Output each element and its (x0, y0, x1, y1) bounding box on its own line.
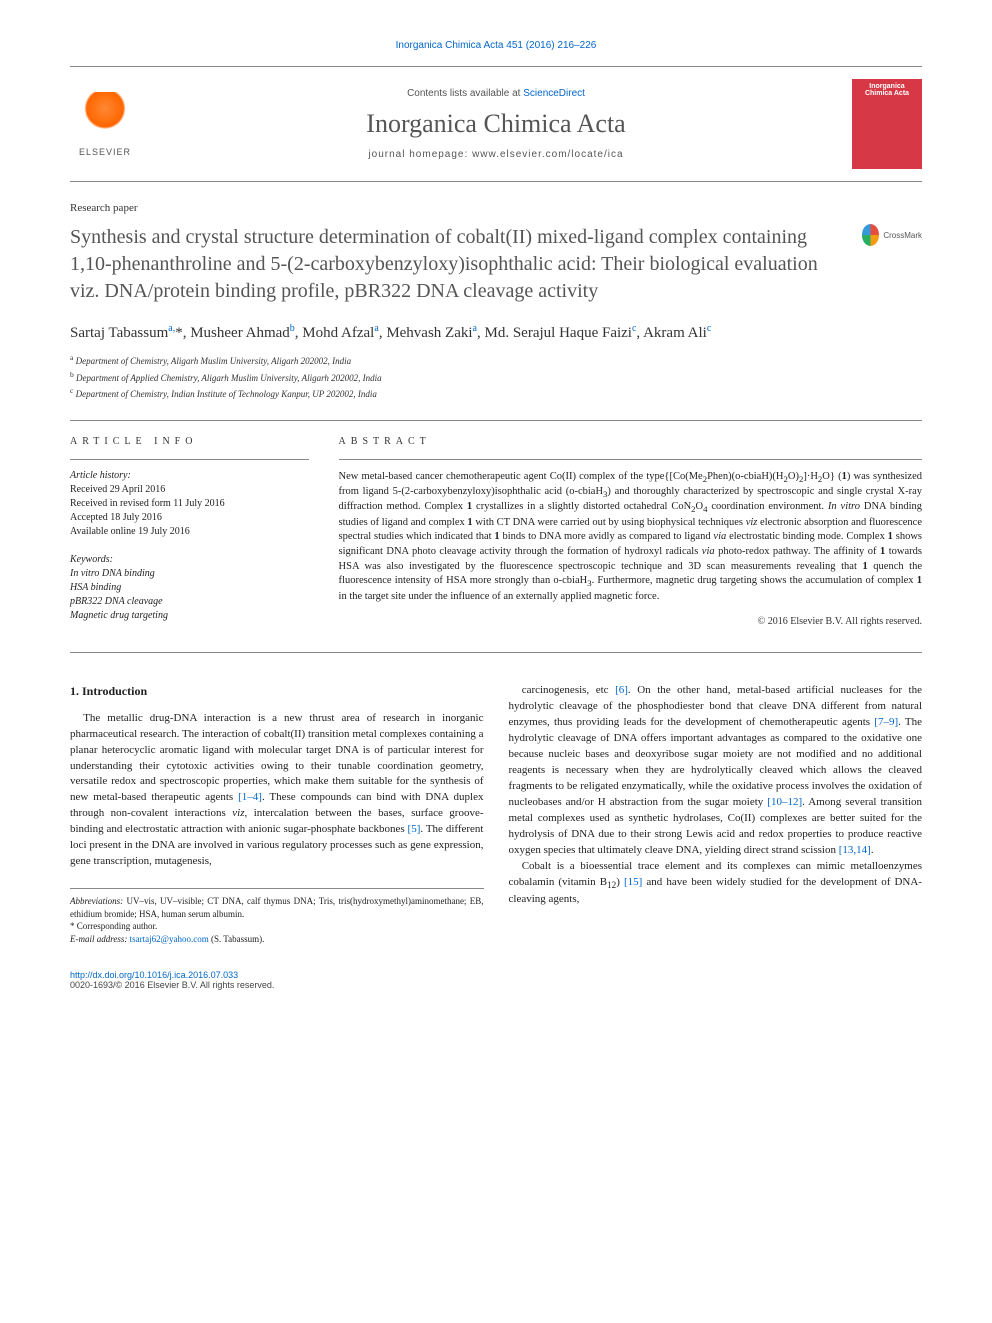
elsevier-label: ELSEVIER (79, 147, 131, 157)
history-item: Accepted 18 July 2016 (70, 511, 309, 525)
keyword-item: pBR322 DNA cleavage (70, 595, 309, 609)
abstract-header: ABSTRACT (339, 436, 922, 447)
footnotes: Abbreviations: UV–vis, UV–visible; CT DN… (70, 888, 484, 945)
crossmark-label: CrossMark (883, 231, 922, 240)
info-abstract-row: ARTICLE INFO Article history: Received 2… (70, 436, 922, 628)
keyword-item: In vitro DNA binding (70, 567, 309, 581)
cover-title-1: Inorganica (856, 83, 918, 90)
keyword-item: Magnetic drug targeting (70, 609, 309, 623)
citation-link[interactable]: Inorganica Chimica Acta 451 (2016) 216–2… (396, 40, 597, 51)
history-item: Received in revised form 11 July 2016 (70, 497, 309, 511)
crossmark-badge[interactable]: CrossMark (862, 224, 922, 246)
abstract-column: ABSTRACT New metal-based cancer chemothe… (339, 436, 922, 628)
homepage-line: journal homepage: www.elsevier.com/locat… (155, 149, 837, 160)
contents-prefix: Contents lists available at (407, 88, 523, 99)
elsevier-logo[interactable]: ELSEVIER (70, 84, 140, 164)
contents-available-line: Contents lists available at ScienceDirec… (155, 88, 837, 99)
homepage-prefix: journal homepage: (368, 149, 472, 160)
issn-copyright: 0020-1693/© 2016 Elsevier B.V. All right… (70, 980, 274, 990)
intro-para-2: carcinogenesis, etc [6]. On the other ha… (509, 683, 923, 858)
affiliations: a Department of Chemistry, Aligarh Musli… (70, 352, 922, 402)
journal-meta: Contents lists available at ScienceDirec… (155, 88, 837, 160)
crossmark-icon (862, 224, 879, 246)
cover-title-2: Chimica Acta (856, 90, 918, 97)
body-columns: 1. Introduction The metallic drug-DNA in… (70, 683, 922, 945)
abbreviations-footnote: Abbreviations: UV–vis, UV–visible; CT DN… (70, 895, 484, 920)
citation-header: Inorganica Chimica Acta 451 (2016) 216–2… (70, 40, 922, 51)
history-label: Article history: (70, 470, 309, 481)
paper-type-label: Research paper (70, 202, 922, 214)
intro-para-3: Cobalt is a bioessential trace element a… (509, 859, 923, 908)
intro-heading: 1. Introduction (70, 683, 484, 700)
article-title: Synthesis and crystal structure determin… (70, 224, 847, 305)
history-item: Available online 19 July 2016 (70, 525, 309, 539)
journal-cover-thumbnail[interactable]: Inorganica Chimica Acta (852, 79, 922, 169)
email-footnote: E-mail address: tsartaj62@yahoo.com (S. … (70, 933, 484, 946)
doi-link[interactable]: http://dx.doi.org/10.1016/j.ica.2016.07.… (70, 970, 238, 980)
corresponding-author-footnote: * Corresponding author. (70, 920, 484, 933)
doi-block: http://dx.doi.org/10.1016/j.ica.2016.07.… (70, 970, 922, 990)
title-row: Synthesis and crystal structure determin… (70, 224, 922, 305)
affiliation-item: b Department of Applied Chemistry, Aliga… (70, 369, 922, 386)
keywords-label: Keywords: (70, 554, 309, 565)
journal-header-bar: ELSEVIER Contents lists available at Sci… (70, 66, 922, 182)
authors-list: Sartaj Tabassuma,*, Musheer Ahmadb, Mohd… (70, 323, 922, 342)
body-column-right: carcinogenesis, etc [6]. On the other ha… (509, 683, 923, 945)
journal-name: Inorganica Chimica Acta (155, 109, 837, 139)
email-attribution: (S. Tabassum). (211, 934, 264, 944)
elsevier-tree-icon (80, 92, 130, 147)
abstract-copyright: © 2016 Elsevier B.V. All rights reserved… (339, 616, 922, 627)
affiliation-item: c Department of Chemistry, Indian Instit… (70, 385, 922, 402)
article-info: ARTICLE INFO Article history: Received 2… (70, 436, 309, 628)
sciencedirect-link[interactable]: ScienceDirect (523, 88, 585, 99)
homepage-url[interactable]: www.elsevier.com/locate/ica (472, 149, 624, 160)
history-item: Received 29 April 2016 (70, 483, 309, 497)
body-column-left: 1. Introduction The metallic drug-DNA in… (70, 683, 484, 945)
divider-top (70, 420, 922, 421)
intro-para-1: The metallic drug-DNA interaction is a n… (70, 711, 484, 870)
abstract-text: New metal-based cancer chemotherapeutic … (339, 470, 922, 605)
affiliation-item: a Department of Chemistry, Aligarh Musli… (70, 352, 922, 369)
abstract-divider (339, 459, 922, 460)
article-info-header: ARTICLE INFO (70, 436, 309, 447)
divider-bottom (70, 652, 922, 653)
email-label: E-mail address: (70, 934, 127, 944)
info-divider (70, 459, 309, 460)
keyword-item: HSA binding (70, 581, 309, 595)
email-link[interactable]: tsartaj62@yahoo.com (130, 934, 209, 944)
